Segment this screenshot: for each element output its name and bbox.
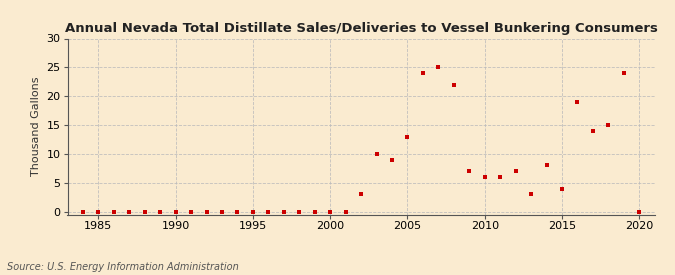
Point bbox=[495, 175, 506, 179]
Point bbox=[618, 71, 629, 75]
Point bbox=[433, 65, 443, 70]
Point bbox=[248, 210, 259, 214]
Point bbox=[309, 210, 320, 214]
Point bbox=[402, 134, 413, 139]
Point bbox=[186, 210, 196, 214]
Point bbox=[170, 210, 181, 214]
Point bbox=[155, 210, 165, 214]
Point bbox=[93, 210, 104, 214]
Point bbox=[541, 163, 552, 168]
Point bbox=[479, 175, 490, 179]
Point bbox=[232, 210, 243, 214]
Point bbox=[510, 169, 521, 174]
Point bbox=[526, 192, 537, 197]
Title: Annual Nevada Total Distillate Sales/Deliveries to Vessel Bunkering Consumers: Annual Nevada Total Distillate Sales/Del… bbox=[65, 21, 657, 35]
Point bbox=[464, 169, 475, 174]
Point bbox=[109, 210, 119, 214]
Point bbox=[78, 210, 88, 214]
Point bbox=[387, 158, 398, 162]
Point bbox=[587, 129, 598, 133]
Point bbox=[572, 100, 583, 104]
Point bbox=[139, 210, 150, 214]
Point bbox=[371, 152, 382, 156]
Y-axis label: Thousand Gallons: Thousand Gallons bbox=[31, 77, 41, 176]
Point bbox=[279, 210, 290, 214]
Point bbox=[418, 71, 429, 75]
Point bbox=[217, 210, 227, 214]
Point bbox=[448, 82, 459, 87]
Point bbox=[263, 210, 274, 214]
Text: Source: U.S. Energy Information Administration: Source: U.S. Energy Information Administ… bbox=[7, 262, 238, 272]
Point bbox=[340, 210, 351, 214]
Point bbox=[201, 210, 212, 214]
Point bbox=[294, 210, 304, 214]
Point bbox=[557, 186, 568, 191]
Point bbox=[124, 210, 135, 214]
Point bbox=[634, 210, 645, 214]
Point bbox=[603, 123, 614, 127]
Point bbox=[325, 210, 335, 214]
Point bbox=[356, 192, 367, 197]
